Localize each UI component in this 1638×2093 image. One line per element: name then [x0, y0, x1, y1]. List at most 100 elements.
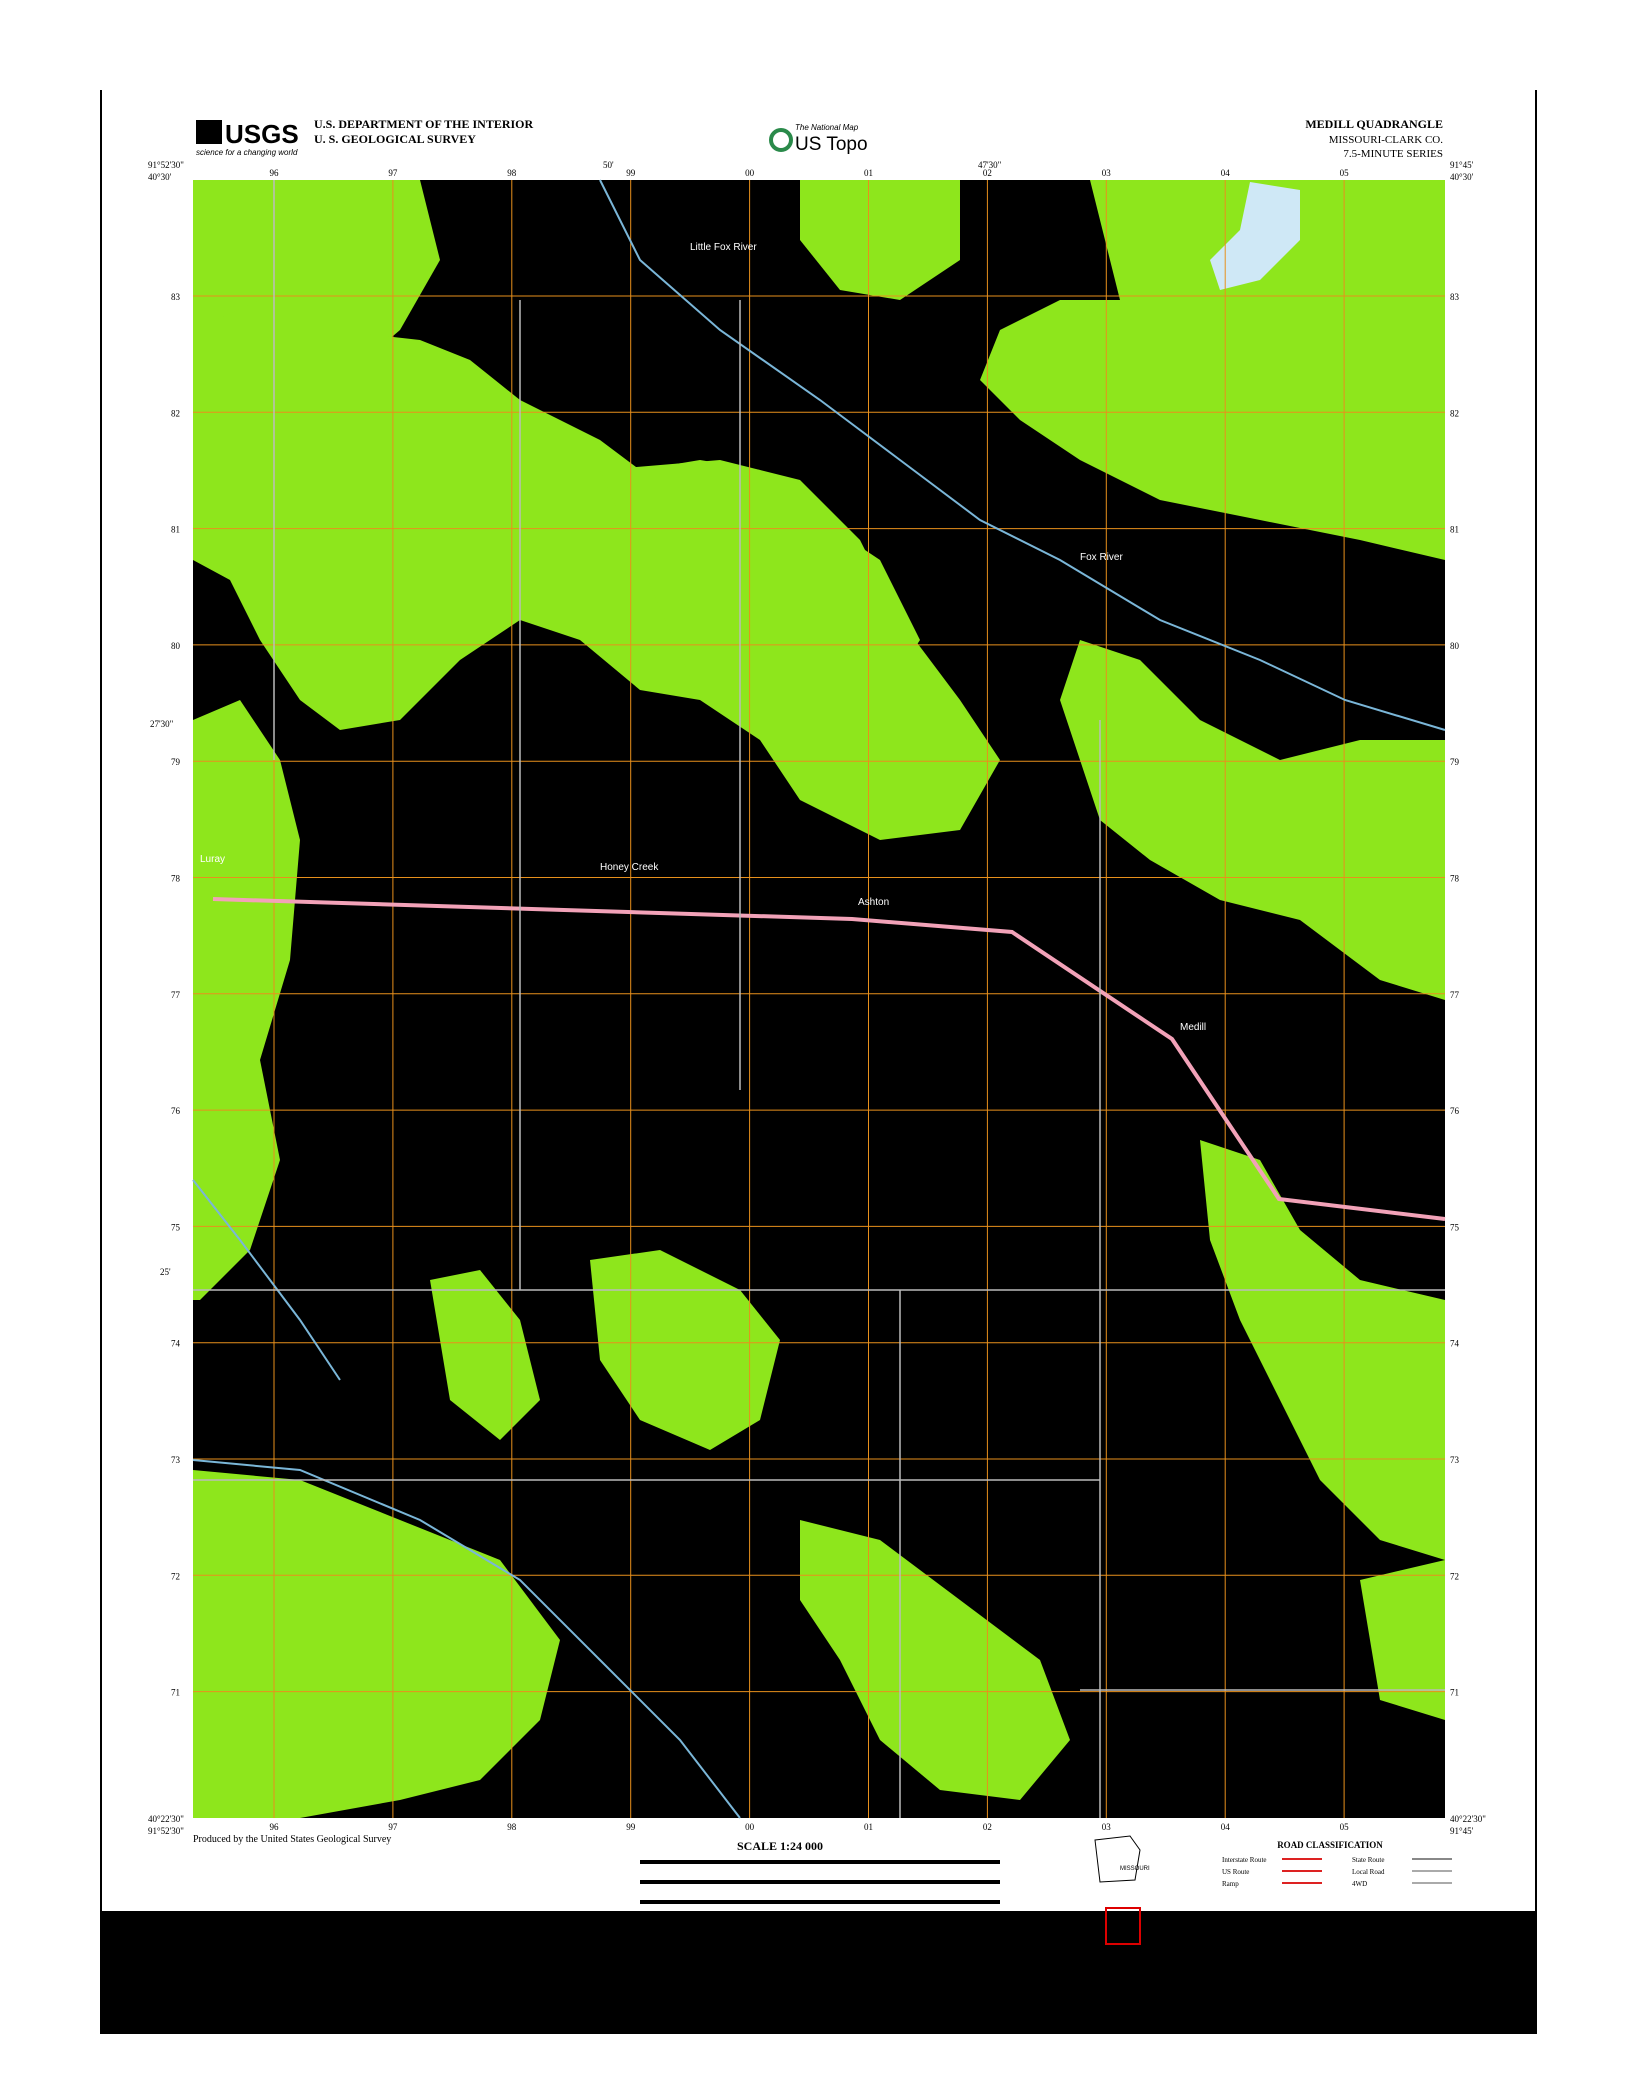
- easting-label: 96: [270, 1822, 280, 1832]
- legend-label: Interstate Route: [1222, 1856, 1267, 1864]
- easting-label: 02: [983, 168, 992, 178]
- department: U.S. DEPARTMENT OF THE INTERIOR: [314, 117, 534, 131]
- coord: 40°22'30": [1450, 1814, 1486, 1824]
- northing-label: 82: [171, 408, 180, 418]
- place-label: Honey Creek: [600, 862, 659, 873]
- easting-label: 03: [1102, 1822, 1112, 1832]
- northing-label: 75: [1450, 1222, 1460, 1232]
- tagline: science for a changing world: [196, 148, 298, 157]
- northing-label: 72: [1450, 1571, 1459, 1581]
- easting-label: 04: [1221, 1822, 1231, 1832]
- northing-label: 77: [1450, 990, 1460, 1000]
- easting-label: 97: [388, 1822, 398, 1832]
- legend: Interstate Route US Route Ramp State Route L…: [1222, 1856, 1452, 1888]
- northing-label: 71: [171, 1688, 180, 1698]
- place-label: Medill: [1180, 1022, 1206, 1033]
- northing-label: 82: [1450, 408, 1459, 418]
- coord: 40°30': [148, 172, 172, 182]
- easting-label: 99: [626, 168, 636, 178]
- coord: 91°45': [1450, 1826, 1474, 1836]
- logo-text: USGS: [225, 119, 299, 149]
- state-county: MISSOURI-CLARK CO.: [1329, 134, 1444, 146]
- northing-label: 73: [1450, 1455, 1460, 1465]
- red-square: [1105, 1907, 1141, 1945]
- northing-label: 81: [171, 525, 180, 535]
- northing-label: 76: [171, 1106, 181, 1116]
- scale-bars: [640, 1860, 1000, 1904]
- coord: 50': [603, 160, 614, 170]
- us-topo: US Topo: [795, 134, 868, 155]
- easting-label: 98: [507, 1822, 517, 1832]
- rivers: [192, 179, 1446, 1819]
- northing-label: 80: [171, 641, 181, 651]
- legend-label: Ramp: [1222, 1880, 1239, 1888]
- corner-coordinates: 91°52'30" 40°30' 91°45' 40°30' 40°22'30"…: [148, 160, 1486, 1836]
- northing-label: 78: [1450, 874, 1460, 884]
- northing-label: 73: [171, 1455, 181, 1465]
- coord: 91°52'30": [148, 1826, 184, 1836]
- easting-label: 03: [1102, 168, 1112, 178]
- place-label: Ashton: [858, 897, 889, 908]
- easting-label: 00: [745, 168, 755, 178]
- legend-label: Local Road: [1352, 1868, 1385, 1876]
- coord: 91°52'30": [148, 160, 184, 170]
- usgs-logo: USGS science for a changing world: [196, 119, 299, 157]
- producer: Produced by the United States Geological…: [193, 1834, 391, 1845]
- northing-label: 75: [171, 1222, 181, 1232]
- northing-label: 81: [1450, 525, 1459, 535]
- coord: 47'30": [978, 160, 1002, 170]
- map-frame: Ashton Medill Luray Honey Creek Fox Rive…: [192, 179, 1446, 1819]
- local-roads: [193, 180, 1445, 1818]
- northing-label: 74: [1450, 1339, 1460, 1349]
- easting-label: 98: [507, 168, 517, 178]
- place-label: Little Fox River: [690, 242, 757, 253]
- easting-label: 00: [745, 1822, 755, 1832]
- easting-label: 01: [864, 168, 873, 178]
- survey: U. S. GEOLOGICAL SURVEY: [314, 132, 476, 146]
- easting-label: 05: [1340, 1822, 1350, 1832]
- bottom-band: [101, 1911, 1536, 2034]
- legend-label: US Route: [1222, 1868, 1249, 1876]
- northing-label: 74: [171, 1339, 181, 1349]
- legend-label: 4WD: [1352, 1880, 1367, 1888]
- state-name: MISSOURI: [1120, 1866, 1150, 1872]
- northing-label: 78: [171, 874, 181, 884]
- northing-label: 76: [1450, 1106, 1460, 1116]
- coord: 40°30': [1450, 172, 1474, 182]
- scale: SCALE 1:24 000: [737, 1839, 823, 1853]
- place-label: Luray: [200, 854, 225, 865]
- water: [1210, 182, 1300, 290]
- easting-label: 02: [983, 1822, 992, 1832]
- national-map-logo: [769, 128, 793, 152]
- national-map: The National Map: [795, 123, 859, 132]
- series: 7.5-MINUTE SERIES: [1343, 148, 1443, 160]
- coord: 91°45': [1450, 160, 1474, 170]
- northing-label: 79: [1450, 757, 1460, 767]
- easting-label: 04: [1221, 168, 1231, 178]
- us-route: [212, 897, 1446, 1221]
- coord: 25': [160, 1267, 171, 1277]
- easting-label: 97: [388, 168, 398, 178]
- coord: 27'30": [150, 719, 174, 729]
- northing-label: 83: [1450, 292, 1460, 302]
- easting-label: 99: [626, 1822, 636, 1832]
- place-label: Fox River: [1080, 552, 1123, 563]
- northing-label: 72: [171, 1571, 180, 1581]
- state-outline: [1094, 1835, 1141, 1883]
- easting-label: 01: [864, 1822, 873, 1832]
- legend-label: State Route: [1352, 1856, 1384, 1864]
- northing-label: 77: [171, 990, 181, 1000]
- woodland: [193, 180, 1445, 1818]
- northing-label: 83: [171, 292, 181, 302]
- northing-label: 71: [1450, 1688, 1459, 1698]
- coord: 40°22'30": [148, 1814, 184, 1824]
- northing-label: 80: [1450, 641, 1460, 651]
- grid: [193, 180, 1445, 1818]
- northing-label: 79: [171, 757, 181, 767]
- easting-label: 96: [270, 168, 280, 178]
- quad-title: MEDILL QUADRANGLE: [1305, 117, 1443, 131]
- road-classification: ROAD CLASSIFICATION: [1277, 1840, 1383, 1850]
- easting-label: 05: [1340, 168, 1350, 178]
